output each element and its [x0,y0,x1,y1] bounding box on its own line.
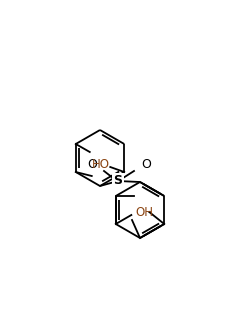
Text: HO: HO [92,158,110,170]
Text: OH: OH [135,207,153,220]
Text: O: O [141,158,151,172]
Text: O: O [87,158,97,172]
Text: S: S [113,174,122,188]
